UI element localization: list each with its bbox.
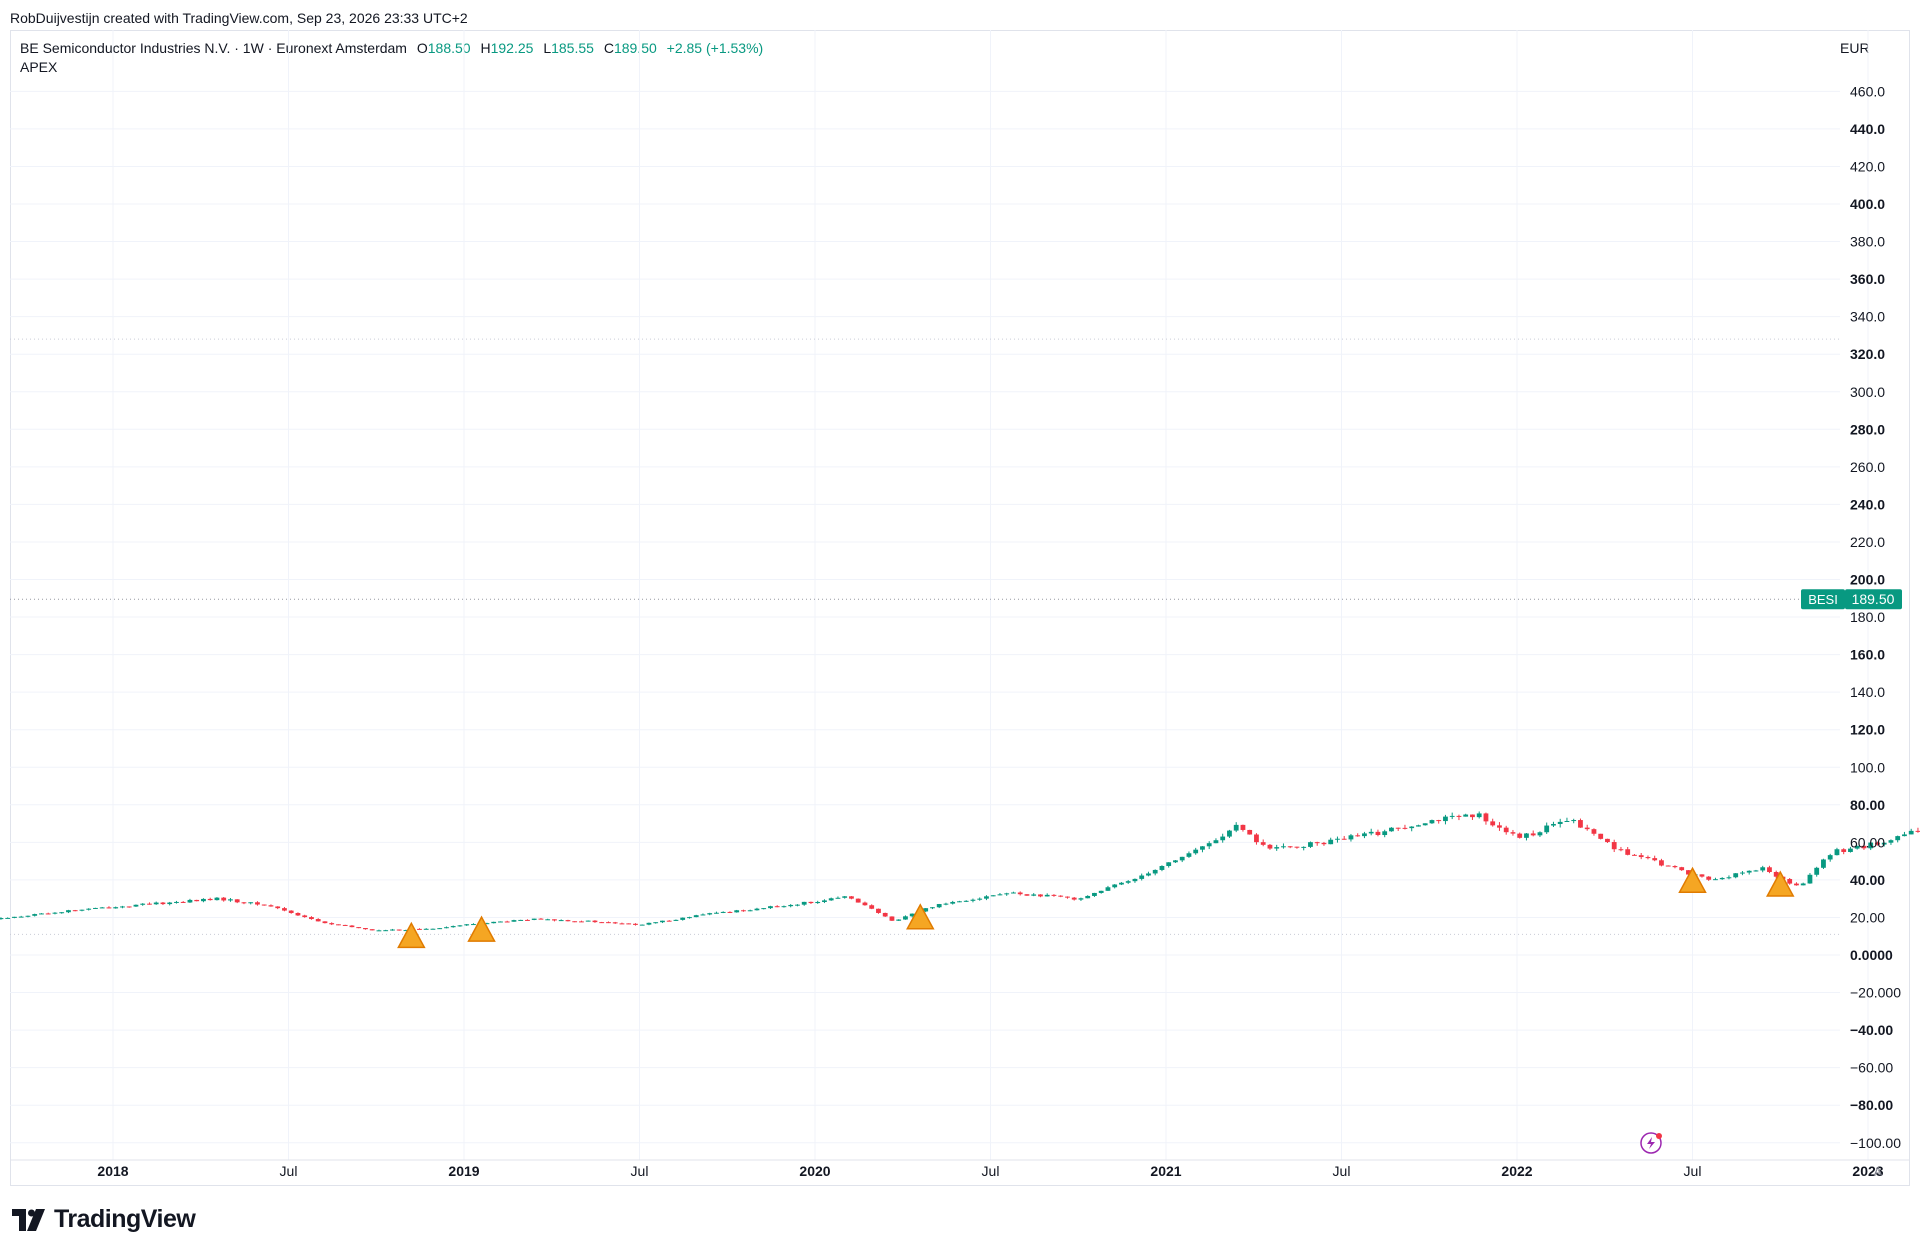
low-value: 185.55 — [551, 40, 594, 56]
candle-body — [0, 918, 4, 920]
symbol-legend[interactable]: BE Semiconductor Industries N.V. · 1W · … — [20, 40, 763, 56]
open-value: 188.50 — [427, 40, 471, 56]
high-label: H — [480, 40, 491, 56]
tradingview-logo[interactable]: TradingView — [12, 1205, 196, 1234]
chart-credit: RobDuijvestijn created with TradingView.… — [10, 10, 468, 26]
high-value: 192.25 — [490, 40, 534, 56]
close-label: C — [603, 40, 614, 56]
open-label: O — [416, 40, 428, 56]
indicator-legend[interactable]: APEX — [20, 59, 58, 75]
low-label: L — [543, 40, 552, 56]
symbol-description: BE Semiconductor Industries N.V. · 1W · … — [20, 40, 407, 56]
currency-label[interactable]: EUR — [1840, 40, 1870, 56]
tradingview-logo-text: TradingView — [54, 1205, 196, 1233]
chart-frame[interactable] — [10, 30, 1910, 1186]
candle-body — [1915, 830, 1920, 832]
change-value: +2.85 (+1.53%) — [666, 40, 764, 56]
tradingview-logo-icon — [12, 1208, 45, 1231]
close-value: 189.50 — [613, 40, 657, 56]
